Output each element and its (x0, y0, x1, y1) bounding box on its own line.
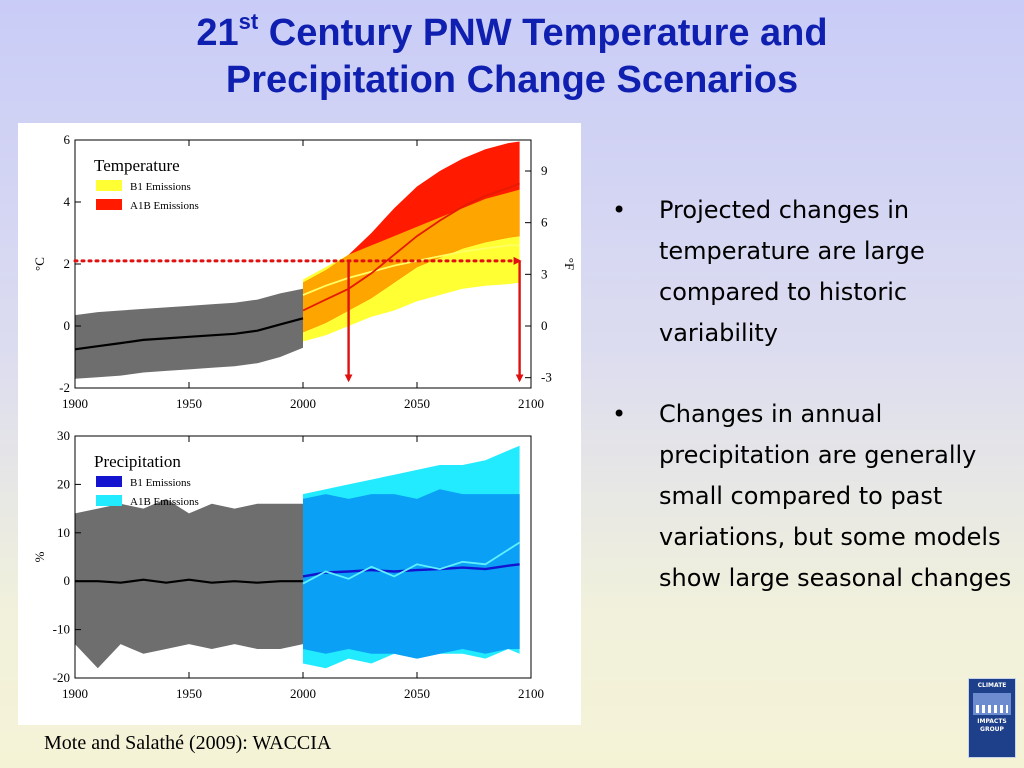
historic-mean-line (75, 578, 303, 584)
title-line-2: Precipitation Change Scenarios (225, 59, 799, 101)
legend-title: Temperature (94, 156, 180, 175)
logo-line: GROUP (980, 726, 1004, 733)
x-tick-label: 2050 (404, 686, 430, 701)
legend-swatch-a1b (96, 495, 122, 506)
bullet-item: • Changes in annual precipitation are gen… (612, 394, 1012, 599)
x-tick-label: 2000 (290, 396, 316, 411)
y-tick-label: 0 (64, 318, 71, 333)
overlap-band (303, 489, 520, 659)
a1b-mean-line (302, 182, 520, 312)
y-axis-label: % (32, 551, 47, 562)
legend-swatch-a1b (96, 199, 122, 210)
legend-label-b1: B1 Emissions (130, 181, 191, 193)
y-tick-label: 6 (64, 132, 71, 147)
legend-label-a1b: A1B Emissions (130, 496, 199, 508)
a1b-mean-line (302, 541, 521, 585)
source-caption: Mote and Salathé (2009): WACCIA (44, 732, 332, 754)
bullet-item: • Projected changes in temperature are la… (612, 190, 1012, 354)
logo-scene-icon (973, 693, 1011, 715)
legend-label-b1: B1 Emissions (130, 477, 191, 489)
legend-swatch-b1 (96, 476, 122, 487)
x-tick-label: 1900 (62, 396, 88, 411)
x-tick-label: 2000 (290, 686, 316, 701)
legend-title: Precipitation (94, 452, 181, 471)
title-rest: Century PNW Temperature and (258, 12, 828, 54)
bullet-glyph: • (612, 196, 627, 224)
y-right-tick-label: 0 (541, 318, 548, 333)
bullet-text: Projected changes in temperature are lar… (659, 196, 925, 347)
y-tick-label: 30 (57, 428, 70, 443)
y-tick-label: 10 (57, 525, 70, 540)
historic-band (75, 498, 303, 669)
y-tick-label: 2 (64, 256, 71, 271)
overlap-band (303, 189, 520, 333)
y-tick-label: -2 (59, 380, 70, 395)
legend-label-a1b: A1B Emissions (130, 200, 199, 212)
x-tick-label: 1900 (62, 686, 88, 701)
title-prefix: 21 (196, 12, 239, 54)
chart-svg: 1900 1950 2000 2050 2100-20246-30369°F°CTemp… (32, 132, 577, 701)
y-right-tick-label: 9 (541, 163, 548, 178)
logo-line: IMPACTS (977, 718, 1007, 725)
bullet-glyph: • (612, 400, 627, 428)
x-tick-label: 1950 (176, 396, 202, 411)
historic-band (75, 288, 303, 379)
y-axis-label: °C (32, 257, 47, 271)
chart-figure: 1900 1950 2000 2050 2100 -2 0 2 4 6 -3 0 3 6 9 °F °C Temp… (18, 123, 581, 725)
x-tick-label: 2100 (518, 396, 544, 411)
x-tick-label: 2100 (518, 686, 544, 701)
title-line-1: 21st Century PNW Temperature and (0, 10, 1024, 57)
bullet-list: • Projected changes in temperature are la… (612, 190, 1012, 639)
y-tick-label: 0 (64, 573, 71, 588)
x-tick-label: 2050 (404, 396, 430, 411)
y-tick-label: -10 (53, 622, 70, 637)
slide-title: 21st Century PNW Temperature and Precipi… (0, 10, 1024, 104)
b1-mean-line (302, 563, 520, 578)
title-superscript: st (238, 9, 259, 34)
climate-impacts-group-logo: CLIMATE IMPACTS GROUP (968, 678, 1016, 758)
y-tick-label: -20 (53, 670, 70, 685)
y-right-tick-label: 3 (541, 266, 548, 281)
x-tick-label: 1950 (176, 686, 202, 701)
bullet-text: Changes in annual precipitation are gene… (659, 400, 1012, 592)
logo-line: CLIMATE (977, 682, 1007, 689)
y-tick-label: 4 (64, 194, 71, 209)
legend-swatch-b1 (96, 180, 122, 191)
y-right-axis-label: °F (562, 258, 577, 270)
y-right-tick-label: -3 (541, 370, 552, 385)
historic-mean-line (74, 317, 304, 351)
y-tick-label: 20 (57, 476, 70, 491)
y-right-tick-label: 6 (541, 215, 548, 230)
